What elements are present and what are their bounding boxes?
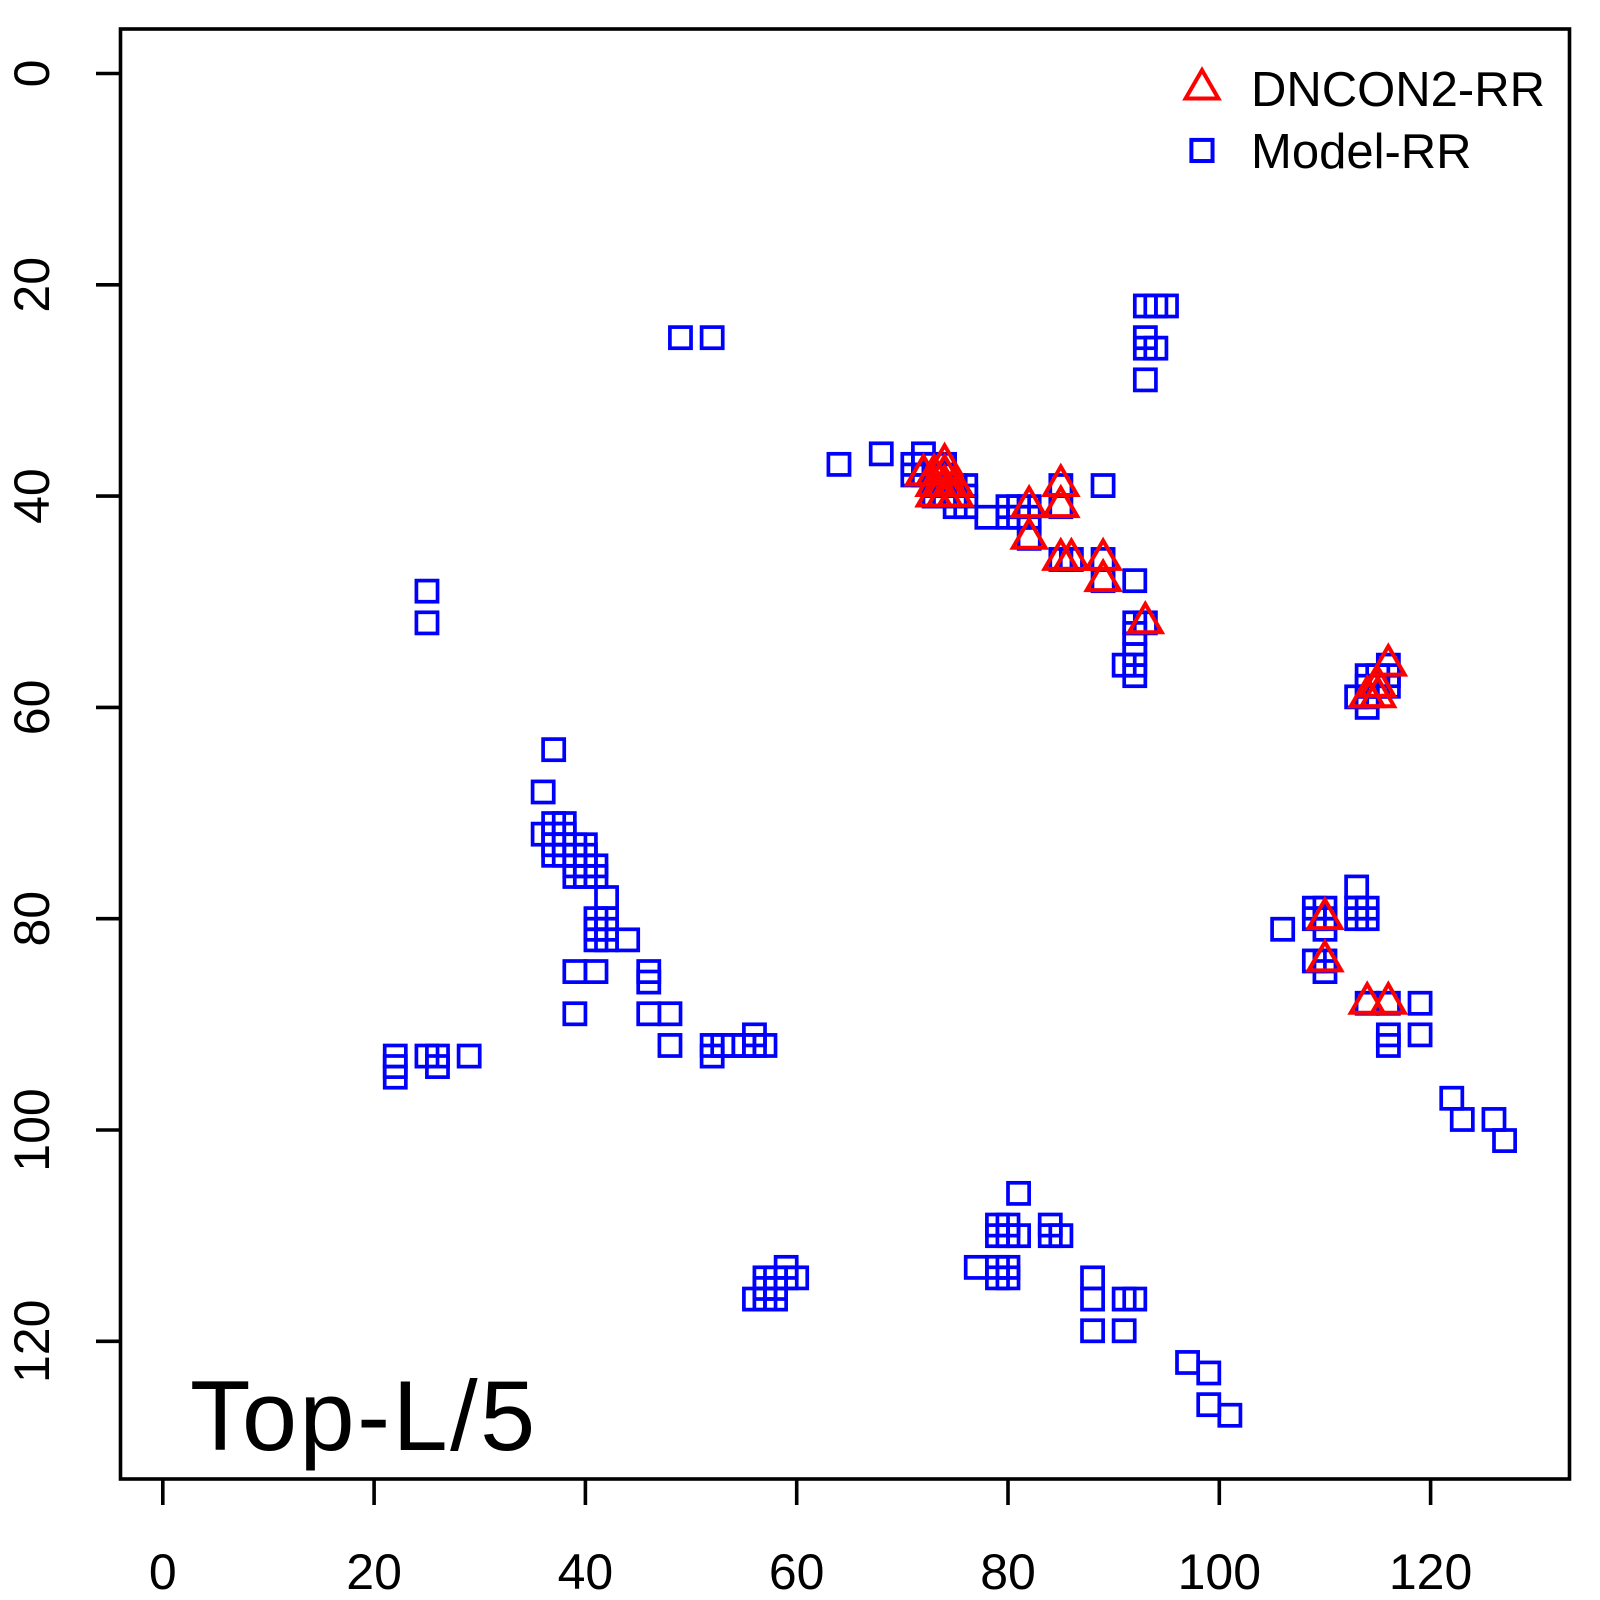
svg-text:DNCON2-RR: DNCON2-RR: [1251, 63, 1545, 117]
svg-text:80: 80: [980, 1544, 1036, 1600]
svg-text:80: 80: [4, 891, 60, 947]
svg-text:40: 40: [4, 468, 60, 524]
svg-text:0: 0: [149, 1544, 177, 1600]
svg-text:40: 40: [558, 1544, 614, 1600]
svg-text:60: 60: [769, 1544, 825, 1600]
svg-text:100: 100: [1178, 1544, 1261, 1600]
svg-text:20: 20: [346, 1544, 402, 1600]
svg-text:0: 0: [4, 60, 60, 88]
svg-text:Top-L/5: Top-L/5: [190, 1360, 538, 1471]
svg-text:60: 60: [4, 680, 60, 736]
svg-text:100: 100: [4, 1088, 60, 1171]
svg-text:120: 120: [1389, 1544, 1472, 1600]
svg-text:Model-RR: Model-RR: [1251, 125, 1472, 179]
svg-text:120: 120: [4, 1300, 60, 1383]
svg-text:20: 20: [4, 257, 60, 313]
